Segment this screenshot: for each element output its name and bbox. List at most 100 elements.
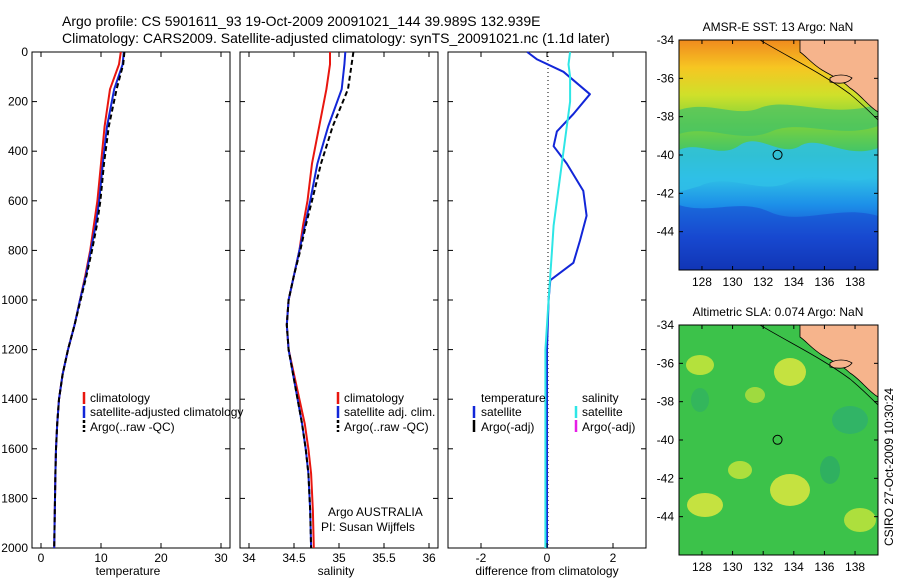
legend-label-climatology: climatology — [90, 391, 150, 405]
legend-label-argo-raw: Argo(..raw -QC) — [90, 420, 175, 434]
x-tick-label: 2 — [610, 551, 617, 565]
lat-tick-label: -42 — [657, 186, 675, 200]
lon-tick-label: 130 — [723, 275, 743, 289]
sst-map-ticks: 128 130 132 134 136 138 -34 -36 -38 -40 -42 -44 — [657, 33, 878, 289]
temperature-axes-frame — [31, 51, 231, 549]
sst-map-panel: AMSR-E SST: 13 Argo: NaN 128 130 132 134 136… — [657, 20, 879, 289]
sst-map-title: AMSR-E SST: 13 Argo: NaN — [703, 20, 854, 34]
salinity-x-axis-label: salinity — [318, 564, 355, 578]
sla-map-title: Altimetric SLA: 0.074 Argo: NaN — [693, 305, 864, 319]
legend-label-temperature-satellite: satellite — [481, 405, 522, 419]
y-tick-label: 600 — [8, 194, 28, 208]
difference-series-group — [526, 51, 591, 548]
y-tick-label: 2000 — [1, 541, 28, 555]
temperature-series-climatology — [53, 51, 122, 549]
x-tick-label: 35 — [332, 551, 346, 565]
legend-label-salinity-argo: Argo(-adj) — [582, 420, 635, 434]
lon-tick-label: 138 — [845, 275, 865, 289]
lon-tick-label: 136 — [814, 560, 834, 574]
lat-tick-label: -38 — [657, 395, 675, 409]
lat-tick-label: -44 — [657, 510, 675, 524]
y-tick-label: 0 — [21, 45, 28, 59]
y-tick-label: 1000 — [1, 293, 28, 307]
temperature-legend: climatology satellite-adjusted climatolo… — [82, 391, 243, 434]
lat-tick-label: -34 — [657, 318, 675, 332]
difference-legend: temperature salinity satellite Argo(-adj… — [472, 391, 635, 434]
lat-tick-label: -44 — [657, 225, 675, 239]
x-tick-label: 34 — [242, 551, 256, 565]
lat-tick-label: -34 — [657, 33, 675, 47]
y-tick-label: 200 — [8, 95, 28, 109]
legend-label-satellite-adj: satellite adj. clim. — [344, 405, 435, 419]
figure-title-line1: Argo profile: CS 5901611_93 19-Oct-2009 … — [62, 13, 540, 29]
lat-tick-label: -36 — [657, 356, 675, 370]
lon-tick-label: 134 — [784, 560, 804, 574]
legend-label-argo-raw: Argo(..raw -QC) — [344, 420, 429, 434]
difference-series-satellite — [526, 51, 591, 548]
annotation-pi-name: PI: Susan Wijffels — [321, 520, 415, 534]
temperature-x-axis-label: temperature — [96, 564, 161, 578]
legend-label-salinity-satellite: satellite — [582, 405, 623, 419]
lon-tick-label: 132 — [753, 275, 773, 289]
x-tick-label: 0 — [38, 551, 45, 565]
lon-tick-label: 134 — [784, 275, 804, 289]
lat-tick-label: -42 — [657, 471, 675, 485]
sla-map-ticks: 128 130 132 134 136 138 -34 -36 -38 -40 -42 -44 — [657, 318, 878, 574]
difference-panel: -2 0 2 difference from climatology tempera… — [447, 51, 647, 578]
temperature-panel: 0 10 20 30 0 200 400 600 800 1000 1200 1400 1600 1800… — [1, 45, 243, 578]
difference-x-axis-label: difference from climatology — [475, 564, 618, 578]
kangaroo-island — [829, 74, 853, 84]
lon-tick-label: 136 — [814, 275, 834, 289]
legend-title-temperature: temperature — [481, 391, 546, 405]
difference-ticks: -2 0 2 — [448, 51, 646, 565]
salinity-series-group — [285, 51, 355, 549]
y-tick-label: 1800 — [1, 491, 28, 505]
x-tick-label: 0 — [544, 551, 551, 565]
y-tick-label: 400 — [8, 144, 28, 158]
figure-title-line2: Climatology: CARS2009. Satellite-adjuste… — [62, 30, 610, 46]
salinity-ticks: 34 34.5 35 35.5 36 — [240, 51, 438, 565]
x-tick-label: 34.5 — [282, 551, 306, 565]
legend-label-temperature-argo: Argo(-adj) — [481, 420, 534, 434]
lon-tick-label: 128 — [692, 275, 712, 289]
lat-tick-label: -40 — [657, 148, 675, 162]
x-tick-label: 30 — [214, 551, 228, 565]
lon-tick-label: 138 — [845, 560, 865, 574]
shelf-contour — [759, 325, 878, 406]
kangaroo-island — [829, 359, 853, 369]
x-tick-label: -2 — [476, 551, 487, 565]
x-tick-label: 36 — [422, 551, 436, 565]
temperature-series-argo-raw-qc — [53, 51, 126, 549]
salinity-panel: 34 34.5 35 35.5 36 salinity climatology sate… — [239, 51, 439, 578]
x-tick-label: 20 — [154, 551, 168, 565]
lat-tick-label: -36 — [657, 71, 675, 85]
temperature-series-satellite-adjusted-climatology — [53, 51, 125, 549]
legend-label-climatology: climatology — [344, 391, 404, 405]
x-tick-label: 35.5 — [372, 551, 396, 565]
y-tick-label: 800 — [8, 243, 28, 257]
sst-map-image — [679, 40, 878, 270]
y-tick-label: 1600 — [1, 442, 28, 456]
argo-location-marker — [772, 434, 783, 445]
y-tick-label: 1200 — [1, 343, 28, 357]
legend-title-salinity: salinity — [582, 391, 619, 405]
lon-tick-label: 128 — [692, 560, 712, 574]
sla-map-panel: Altimetric SLA: 0.074 Argo: NaN 128 130 13… — [657, 305, 879, 574]
lon-tick-label: 130 — [723, 560, 743, 574]
legend-label-satellite-adjusted: satellite-adjusted climatology — [90, 405, 243, 419]
lon-tick-label: 132 — [753, 560, 773, 574]
annotation-argo-australia: Argo AUSTRALIA — [328, 505, 423, 519]
salinity-series-satellite-adj-clim — [285, 51, 347, 549]
difference-series-satellite — [544, 51, 572, 548]
salinity-axes-frame — [239, 51, 439, 549]
temperature-ticks: 0 10 20 30 0 200 400 600 800 1000 1200 1400 1600 1800… — [1, 45, 230, 565]
salinity-legend: climatology satellite adj. clim. Argo(..… — [336, 391, 435, 434]
temperature-series-group — [53, 51, 126, 549]
x-tick-label: 10 — [94, 551, 108, 565]
lat-tick-label: -40 — [657, 433, 675, 447]
lat-tick-label: -38 — [657, 110, 675, 124]
argo-location-marker — [772, 149, 783, 160]
shelf-contour — [759, 40, 878, 121]
credit-timestamp: CSIRO 27-Oct-2009 10:30:24 — [882, 388, 896, 546]
